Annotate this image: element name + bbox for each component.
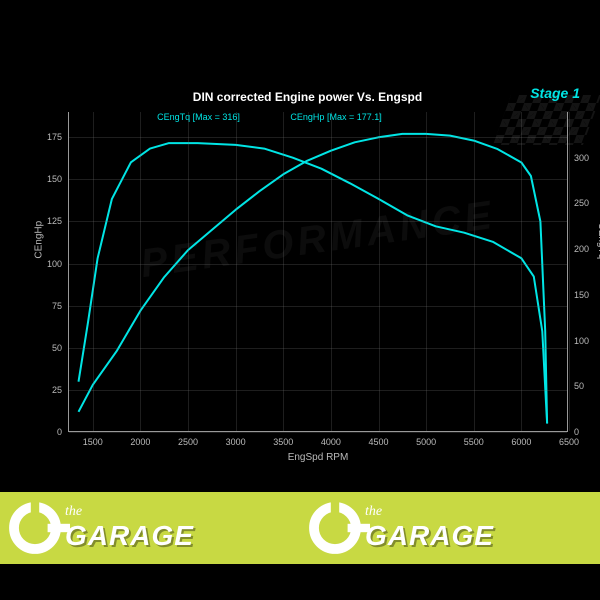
stage-label: Stage 1 [530,85,580,101]
y-right-tick-label: 250 [574,198,600,208]
logo-garage: GARAGE [65,520,194,552]
y-right-tick-label: 100 [574,336,600,346]
dyno-chart: DIN corrected Engine power Vs. Engspd St… [30,90,585,475]
x-tick-label: 4000 [321,437,341,447]
wrench-icon [300,493,370,563]
x-axis-label: EngSpd RPM [288,452,349,463]
x-tick-label: 3000 [226,437,246,447]
x-tick-label: 2000 [130,437,150,447]
y-left-tick-label: 25 [32,385,62,395]
x-tick-label: 3500 [273,437,293,447]
y-left-tick-label: 100 [32,259,62,269]
footer-banner: the GARAGE the GARAGE [0,492,600,564]
x-tick-label: 2500 [178,437,198,447]
y-left-tick-label: 0 [32,427,62,437]
x-tick-label: 1500 [83,437,103,447]
logo-block-1: the GARAGE [0,493,300,563]
logo-the: the [65,504,194,520]
series-label: CEngHp [Max = 177.1] [290,112,381,122]
chart-lines [69,112,567,431]
y-left-tick-label: 50 [32,343,62,353]
y-left-tick-label: 150 [32,174,62,184]
y-left-tick-label: 175 [32,132,62,142]
x-tick-label: 6500 [559,437,579,447]
y-right-tick-label: 50 [574,381,600,391]
y-right-tick-label: 200 [574,244,600,254]
logo-the: the [365,504,494,520]
x-tick-label: 4500 [369,437,389,447]
logo-block-2: the GARAGE [300,493,600,563]
y-left-tick-label: 75 [32,301,62,311]
y-right-tick-label: 150 [574,290,600,300]
x-tick-label: 6000 [511,437,531,447]
y-right-tick-label: 300 [574,153,600,163]
y-left-tick-label: 125 [32,216,62,226]
x-tick-label: 5500 [464,437,484,447]
chart-title: DIN corrected Engine power Vs. Engspd [30,90,585,104]
y-right-tick-label: 0 [574,427,600,437]
series-label: CEngTq [Max = 316] [157,112,240,122]
wrench-icon [0,493,70,563]
logo-garage: GARAGE [365,520,494,552]
x-tick-label: 5000 [416,437,436,447]
plot-area: PERFORMANCE CEngHp CEngTq EngSpd RPM 150… [68,112,568,432]
